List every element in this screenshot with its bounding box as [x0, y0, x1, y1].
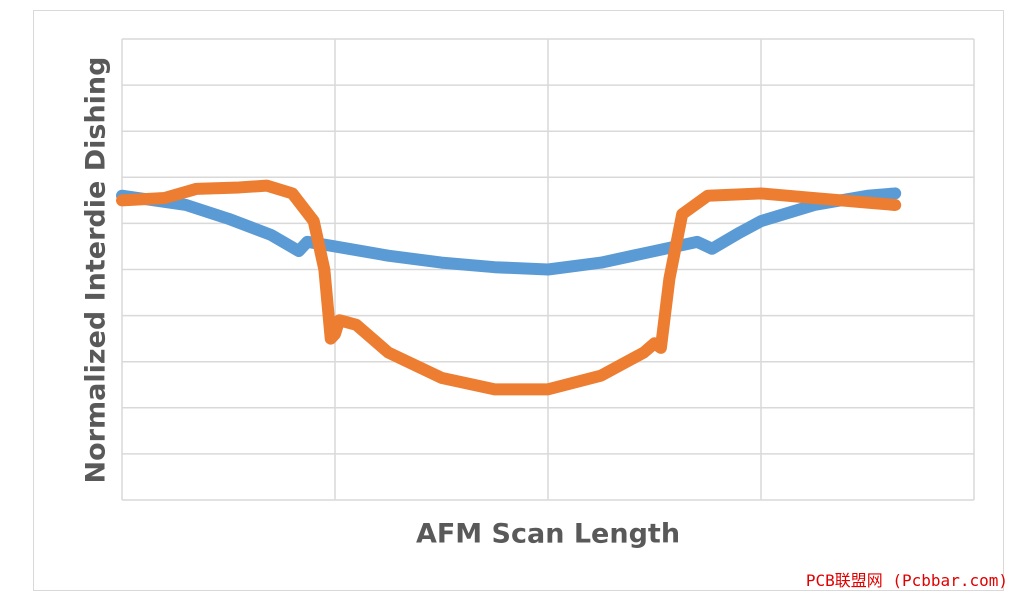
series-line — [116, 187, 902, 276]
chart-frame — [33, 10, 1004, 591]
watermark: PCB联盟网 (Pcbbar.com) — [806, 571, 1008, 590]
x-axis-title: AFM Scan Length — [416, 519, 680, 550]
y-axis-title: Normalized Interdie Dishing — [81, 57, 112, 484]
series-line — [116, 179, 902, 396]
